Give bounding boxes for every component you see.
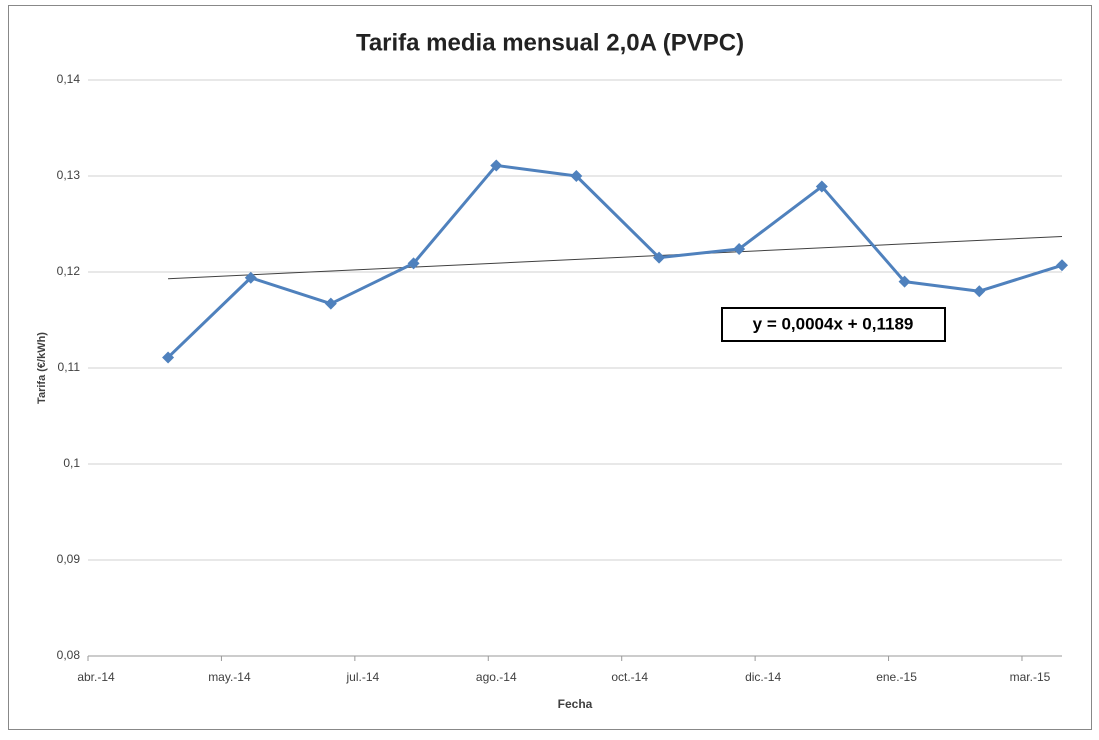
y-tick-label: 0,1 — [63, 456, 80, 470]
x-tick-label: dic.-14 — [745, 670, 781, 684]
x-tick-label: ene.-15 — [876, 670, 917, 684]
marker — [162, 351, 175, 364]
y-tick-label: 0,14 — [57, 72, 81, 86]
x-tick-label: abr.-14 — [77, 670, 115, 684]
series-line — [167, 163, 1063, 359]
trendline — [168, 235, 1063, 280]
y-tick-label: 0,11 — [58, 360, 81, 374]
chart-title: Tarifa media mensual 2,0A (PVPC) — [356, 29, 744, 56]
marker — [733, 242, 746, 255]
marker — [973, 285, 986, 298]
marker — [490, 159, 503, 172]
y-tick-label: 0,08 — [57, 648, 81, 662]
trendline-label-box — [721, 307, 946, 342]
x-tick-label: ago.-14 — [476, 670, 517, 684]
trendline-label: y = 0,0004x + 0,1189 — [753, 314, 914, 333]
marker — [898, 275, 911, 288]
marker — [407, 257, 420, 270]
y-tick-label: 0,09 — [57, 552, 81, 566]
marker — [570, 170, 583, 182]
x-tick-label: oct.-14 — [611, 670, 648, 684]
marker — [324, 297, 337, 310]
marker — [653, 251, 666, 264]
marker — [1056, 259, 1068, 272]
y-axis-title: Tarifa (€/kWh) — [36, 332, 48, 404]
x-axis-title: Fecha — [558, 697, 593, 711]
x-tick-label: jul.-14 — [346, 670, 380, 684]
x-tick-label: may.-14 — [208, 670, 251, 684]
y-tick-label: 0,13 — [57, 168, 81, 182]
x-tick-label: mar.-15 — [1010, 670, 1051, 684]
marker — [244, 271, 257, 284]
marker — [815, 180, 828, 193]
y-tick-label: 0,12 — [57, 264, 81, 278]
